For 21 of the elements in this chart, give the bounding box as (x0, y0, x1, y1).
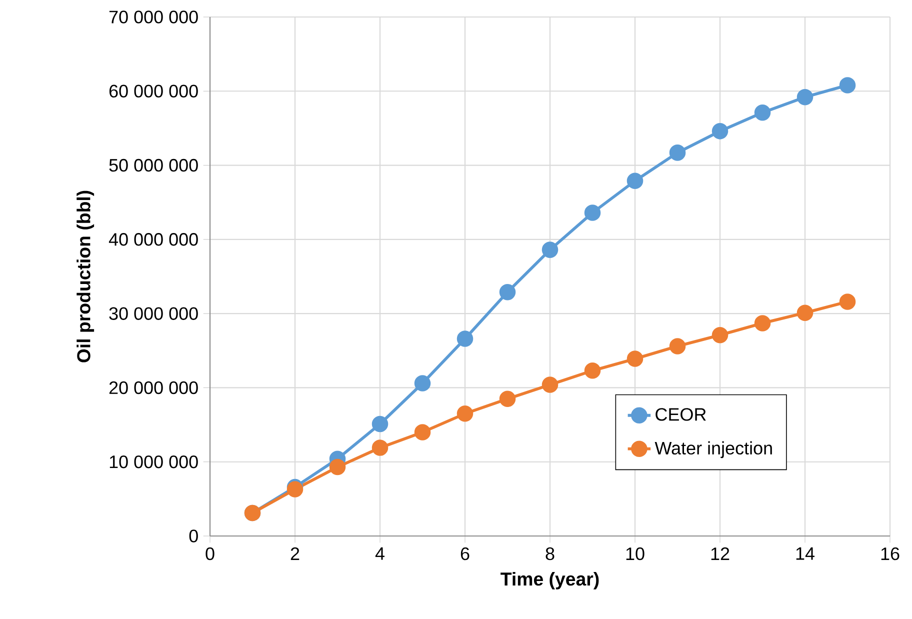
y-tick-label: 50 000 000 (109, 158, 198, 172)
y-axis-title: Oil production (bbl) (76, 190, 94, 362)
x-tick-label: 16 (881, 547, 900, 560)
x-tick-label: 2 (290, 547, 300, 560)
legend-label: CEOR (656, 408, 706, 421)
y-tick-label: 60 000 000 (109, 84, 198, 98)
x-axis-title: Time (year) (500, 572, 599, 590)
x-tick-label: 4 (375, 547, 384, 560)
legend-label: Water injection (654, 441, 772, 458)
y-tick-label: 30 000 000 (109, 307, 198, 320)
y-tick-label: 40 000 000 (108, 233, 198, 246)
y-tick-label: 20 000 000 (109, 381, 198, 394)
x-tick-label: 8 (546, 547, 554, 560)
x-tick-label: 6 (460, 547, 470, 560)
x-tick-label: 10 (626, 547, 644, 560)
x-tick-label: 0 (206, 547, 214, 560)
y-tick-label: 10 000 000 (110, 455, 198, 468)
y-tick-label: 0 (189, 530, 198, 542)
x-tick-label: 12 (711, 547, 730, 560)
x-tick-label: 14 (796, 547, 814, 560)
y-tick-label: 70 000 000 (109, 10, 198, 24)
